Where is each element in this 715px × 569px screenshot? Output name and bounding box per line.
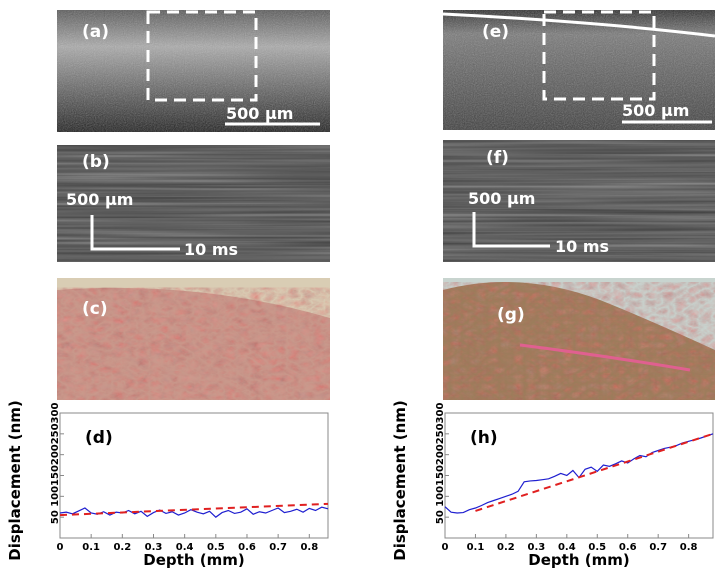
panel-e: (e) 500 µm (442, 10, 715, 130)
panel-label: (g) (497, 305, 525, 325)
x-tick-label: 0.4 (176, 542, 194, 553)
y-axis-label: Displacement (nm) (391, 400, 409, 560)
y-tick-label: 300 (435, 403, 446, 424)
panel-label: (c) (82, 299, 108, 319)
scale-label: 500 µm (468, 189, 535, 208)
x-tick-label: 0.8 (300, 542, 318, 553)
data-line (475, 432, 714, 512)
y-tick-label: 250 (50, 423, 61, 444)
chart-title: (d) (85, 428, 113, 448)
scale-label: 500 µm (226, 104, 293, 123)
scale-label: 500 µm (66, 190, 133, 209)
y-tick-label: 200 (50, 444, 61, 465)
y-tick-label: 300 (50, 403, 61, 424)
y-tick-label: 50 (435, 510, 446, 524)
x-tick-label: 0.7 (649, 542, 667, 553)
x-tick-label: 0.8 (680, 542, 698, 553)
scale-label: 10 ms (555, 237, 609, 256)
panel-b: (b) 500 µm 10 ms (57, 145, 330, 262)
panel-g: (g) (443, 278, 715, 400)
panel-label: (e) (482, 22, 509, 42)
panel-f: (f) 500 µm 10 ms (443, 140, 715, 262)
y-tick-label: 50 (50, 510, 61, 524)
panel-label: (f) (486, 148, 509, 168)
x-tick-label: 0.2 (113, 542, 131, 553)
x-tick-label: 0.5 (207, 542, 225, 553)
x-axis-label: Depth (mm) (143, 551, 244, 569)
x-tick-label: 0.4 (558, 542, 576, 553)
chart-title: (h) (470, 428, 498, 448)
y-axis-label: Displacement (nm) (6, 400, 24, 560)
x-axis-label: Depth (mm) (528, 551, 629, 569)
panel-label: (a) (82, 22, 109, 42)
y-tick-label: 200 (435, 444, 446, 465)
panel-label: (b) (82, 152, 110, 172)
x-tick-label: 0.1 (467, 542, 485, 553)
data-line (59, 506, 329, 518)
x-tick-label: 0 (57, 542, 64, 553)
x-tick-label: 0.5 (588, 542, 606, 553)
scale-label: 500 µm (622, 101, 689, 120)
y-tick-label: 100 (50, 486, 61, 507)
y-tick-label: 100 (435, 486, 446, 507)
x-tick-label: 0.6 (619, 542, 637, 553)
x-tick-label: 0.3 (145, 542, 163, 553)
x-tick-label: 0 (442, 542, 449, 553)
plot-frame (59, 412, 329, 539)
y-tick-label: 150 (435, 465, 446, 486)
x-tick-label: 0.3 (528, 542, 546, 553)
data-line (59, 502, 329, 517)
x-tick-label: 0.6 (238, 542, 256, 553)
x-tick-label: 0.7 (269, 542, 287, 553)
plot-frame (444, 412, 714, 539)
y-tick-label: 150 (50, 465, 61, 486)
scale-label: 10 ms (184, 240, 238, 259)
panel-c: (c) (57, 278, 330, 400)
x-tick-label: 0.1 (82, 542, 100, 553)
panel-a: (a) 500 µm (57, 10, 330, 132)
x-tick-label: 0.2 (497, 542, 515, 553)
y-tick-label: 250 (435, 423, 446, 444)
